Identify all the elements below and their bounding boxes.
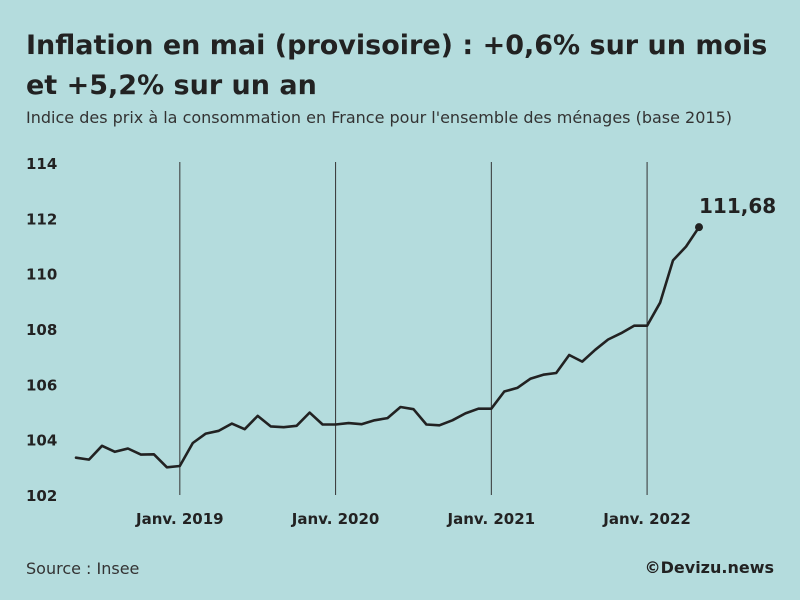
source-note: Source : Insee — [26, 559, 140, 578]
end-point-marker — [695, 223, 703, 232]
chart-title: Inflation en mai (provisoire) : +0,6% su… — [26, 30, 768, 101]
x-tick-label: Janv. 2020 — [291, 510, 380, 528]
x-tick-label: Janv. 2021 — [447, 510, 536, 528]
x-tick-label: Janv. 2019 — [135, 510, 224, 528]
x-tick-label: Janv. 2022 — [602, 510, 691, 528]
chart-subtitle: Indice des prix à la consommation en Fra… — [26, 108, 733, 127]
y-tick-label: 114 — [26, 155, 57, 173]
y-tick-label: 104 — [26, 432, 57, 450]
y-tick-label: 110 — [26, 266, 57, 284]
series-line — [74, 225, 701, 469]
credit-logo: ©Devizu.news — [644, 558, 774, 577]
y-tick-label: 106 — [26, 376, 57, 394]
end-value-label: 111,68 — [699, 194, 776, 218]
y-tick-label: 112 — [26, 210, 57, 228]
y-tick-label: 108 — [26, 321, 57, 339]
y-tick-label: 102 — [26, 487, 57, 505]
